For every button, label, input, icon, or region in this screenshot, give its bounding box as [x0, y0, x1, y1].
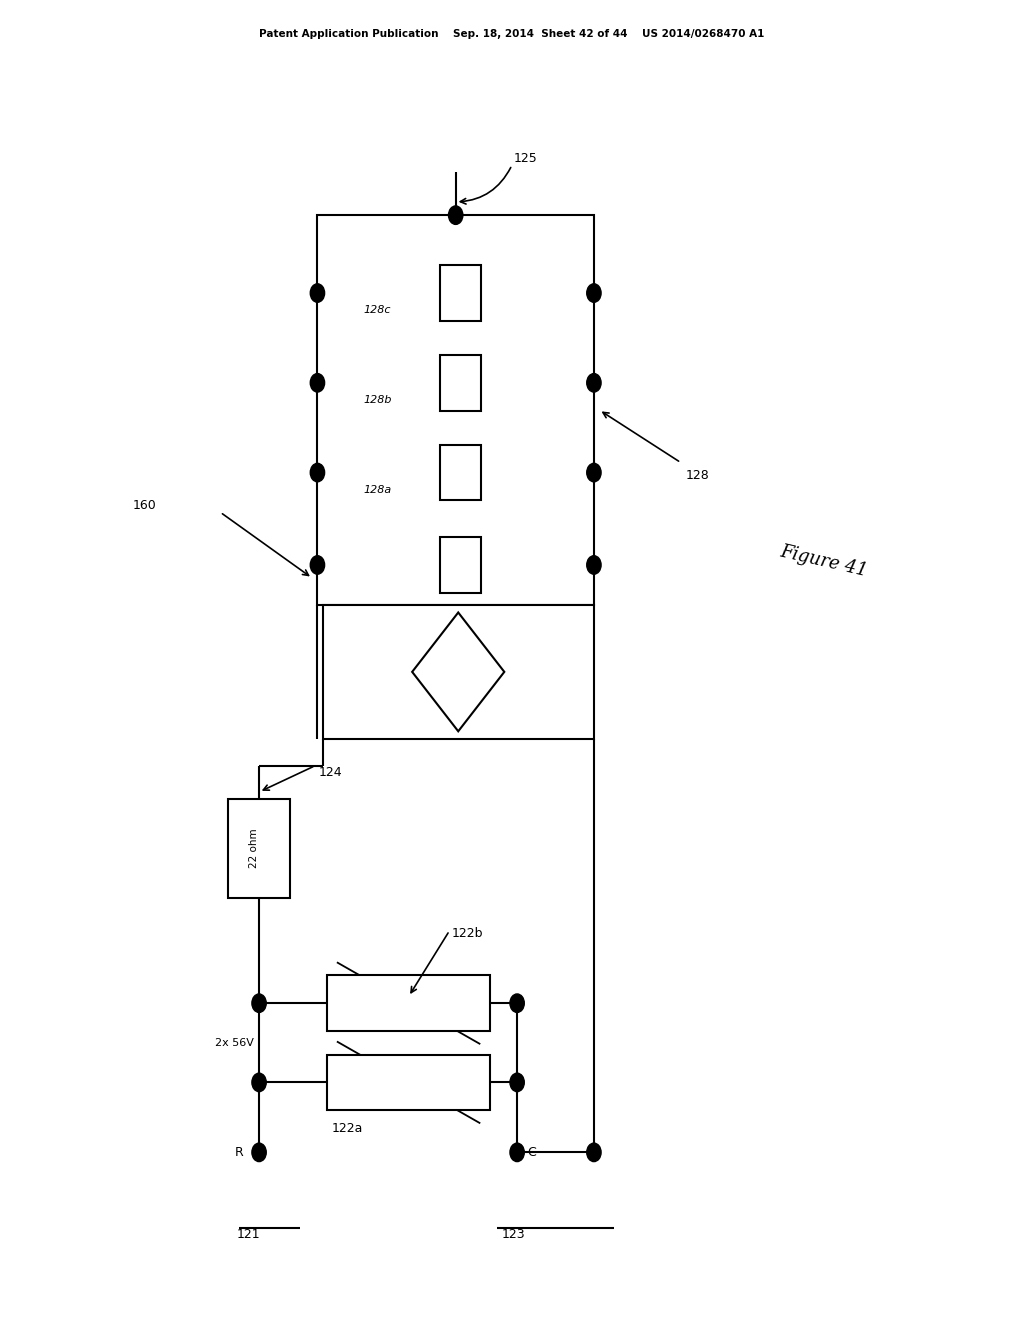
Text: 128a: 128a: [364, 484, 392, 495]
Text: 2x 56V: 2x 56V: [215, 1038, 254, 1048]
Circle shape: [310, 284, 325, 302]
Circle shape: [587, 284, 601, 302]
Circle shape: [252, 1073, 266, 1092]
Text: 128c: 128c: [364, 305, 391, 315]
Circle shape: [587, 556, 601, 574]
Text: C: C: [527, 1146, 537, 1159]
Bar: [317, 215, 594, 605]
Bar: [440, 445, 481, 500]
Text: 121: 121: [237, 1228, 260, 1241]
Text: 22 ohm: 22 ohm: [249, 828, 259, 869]
Circle shape: [510, 1073, 524, 1092]
Text: 128: 128: [686, 470, 710, 482]
Circle shape: [587, 374, 601, 392]
Text: 128b: 128b: [364, 395, 392, 405]
Circle shape: [587, 463, 601, 482]
Circle shape: [310, 374, 325, 392]
Bar: [440, 537, 481, 593]
Text: Figure 41: Figure 41: [778, 543, 869, 579]
Circle shape: [252, 994, 266, 1012]
Circle shape: [510, 994, 524, 1012]
Text: 122a: 122a: [332, 1122, 364, 1135]
Circle shape: [310, 463, 325, 482]
Text: 122b: 122b: [452, 927, 483, 940]
Text: Patent Application Publication    Sep. 18, 2014  Sheet 42 of 44    US 2014/02684: Patent Application Publication Sep. 18, …: [259, 29, 765, 40]
Bar: [327, 975, 490, 1031]
Bar: [323, 605, 594, 739]
Circle shape: [310, 556, 325, 574]
Circle shape: [252, 1143, 266, 1162]
Bar: [440, 355, 481, 411]
Text: 160: 160: [133, 499, 157, 512]
Text: 124: 124: [318, 766, 342, 779]
Text: 123: 123: [502, 1228, 525, 1241]
Text: R: R: [234, 1146, 244, 1159]
Bar: [327, 1055, 490, 1110]
Circle shape: [587, 1143, 601, 1162]
Bar: [440, 265, 481, 321]
Text: 125: 125: [514, 152, 538, 165]
Circle shape: [510, 1143, 524, 1162]
Circle shape: [449, 206, 463, 224]
Bar: [228, 799, 290, 898]
